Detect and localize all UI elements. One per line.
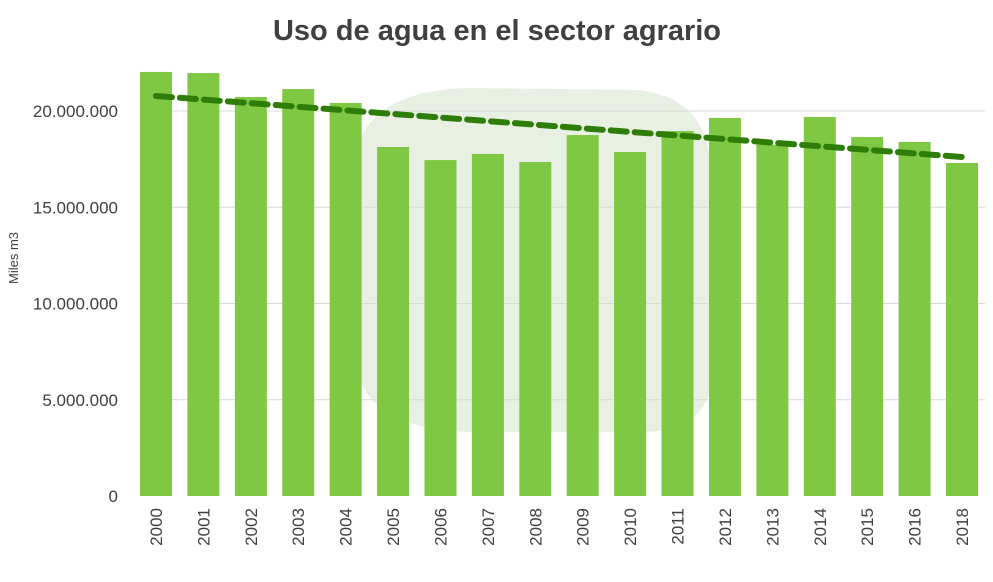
y-tick-label: 15.000.000 [33,198,118,217]
chart-title: Uso de agua en el sector agrario [273,15,721,47]
x-tick-label: 2010 [621,508,640,546]
x-tick-label: 2018 [953,508,972,546]
x-tick-label: 2013 [763,508,782,546]
x-tick-label: 2016 [906,508,925,546]
x-tick-label: 2003 [289,508,308,546]
bar-2009 [566,135,599,496]
bar-2001 [187,73,220,496]
bar-2000 [140,71,172,497]
bar-2003 [282,89,315,497]
x-tick-label: 2015 [858,508,877,546]
bar-2006 [424,160,457,496]
x-tick-label: 2008 [526,508,545,546]
x-tick-label: 2012 [716,508,735,546]
y-tick-label: 20.000.000 [33,102,118,121]
x-tick-label: 2007 [479,508,498,546]
x-tick-label: 2002 [242,508,261,546]
bar-2010 [614,152,647,496]
bar-2008 [519,162,552,496]
y-axis-label: Miles m3 [6,232,21,284]
x-tick-label: 2001 [194,508,213,546]
bar-2013 [756,144,789,496]
y-tick-label: 0 [109,487,118,506]
x-tick-label: 2014 [811,508,830,546]
y-tick-label: 5.000.000 [42,391,118,410]
x-tick-label: 2009 [574,508,593,546]
bar-2012 [708,117,741,497]
trendline [153,92,965,161]
bar-2005 [377,146,410,496]
bar-2015 [851,136,884,497]
bar-2007 [471,153,504,497]
x-tick-label: 2011 [669,508,688,545]
x-tick-label: 2006 [431,508,450,546]
y-tick-label: 10.000.000 [33,295,118,314]
x-tick-label: 2000 [147,508,166,546]
x-tick-label: 2005 [384,508,403,546]
bar-2002 [234,96,267,496]
bar-2018 [946,162,978,496]
bar-2011 [661,131,694,496]
x-tick-label: 2004 [337,508,356,546]
bar-2014 [803,116,836,496]
bar-2004 [329,102,362,496]
bar-2016 [898,141,931,496]
